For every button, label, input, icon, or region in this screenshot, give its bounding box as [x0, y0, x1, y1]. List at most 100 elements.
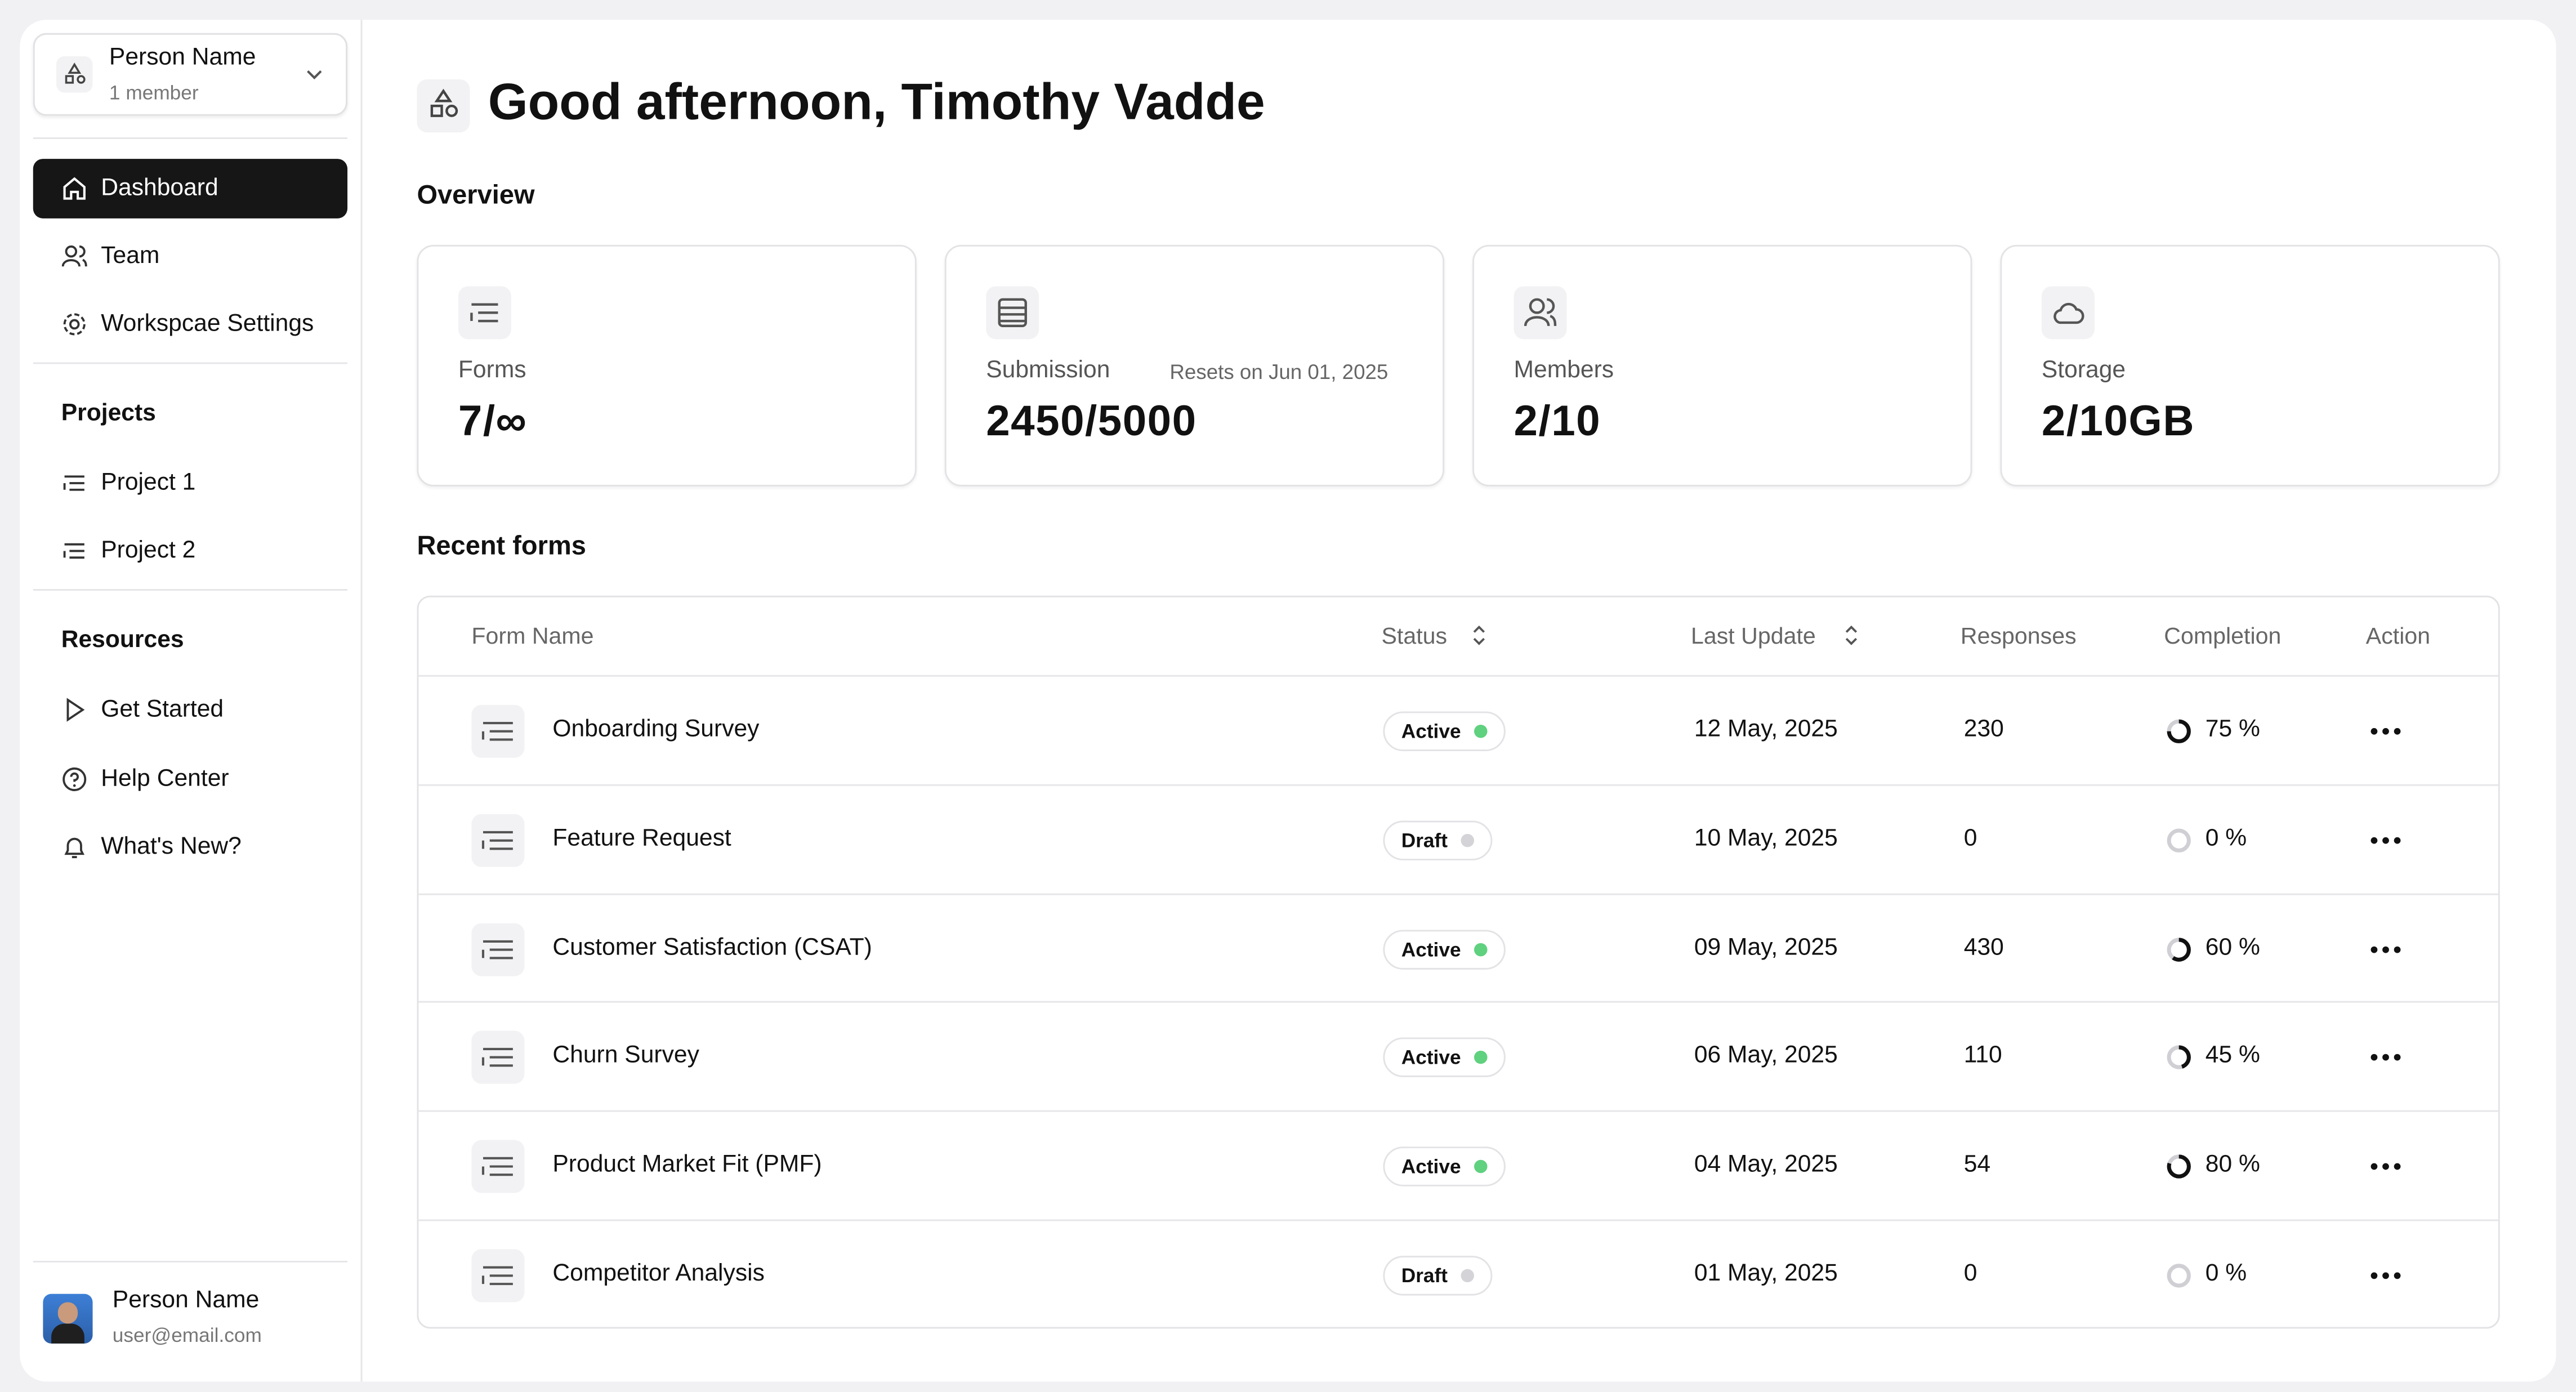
nav-label: Team — [101, 243, 160, 270]
nav-item[interactable]: Dashboard — [33, 159, 348, 218]
dot — [2370, 1163, 2378, 1170]
stat-card: Storage 2/10GB — [2000, 244, 2500, 487]
nav-item[interactable]: Workspcae Settings — [33, 295, 347, 354]
last-update: 10 May, 2025 — [1694, 825, 1838, 852]
nav-item[interactable]: Team — [33, 227, 347, 287]
status-badge: Active — [1383, 1146, 1506, 1187]
ring-progress — [2167, 719, 2191, 743]
sort-icon[interactable] — [1843, 624, 1859, 647]
resource-item[interactable]: Help Center — [33, 749, 347, 809]
more-actions[interactable] — [2369, 1162, 2403, 1172]
ring-progress — [2167, 936, 2191, 961]
avatar-body — [51, 1323, 84, 1344]
dot — [2382, 728, 2389, 735]
responses: 0 — [1963, 825, 1977, 852]
list-glyph — [481, 1157, 513, 1176]
card-note: Resets on Jun 01, 2025 — [1169, 360, 1389, 384]
resource-item[interactable]: What's New? — [33, 818, 347, 877]
more-actions[interactable] — [2369, 944, 2403, 954]
card-icon — [2041, 286, 2095, 340]
card-value: 2/10 — [1514, 395, 1601, 445]
status-label: Draft — [1401, 1264, 1448, 1287]
dot — [2370, 945, 2378, 952]
status-badge: Active — [1383, 929, 1506, 969]
status-label: Active — [1401, 937, 1461, 961]
column-header: Completion — [2164, 622, 2282, 649]
workspace-icon — [56, 56, 93, 93]
completion-ring — [2167, 719, 2191, 743]
forms-table — [417, 595, 2500, 1329]
dot — [2382, 1272, 2389, 1279]
dot — [2370, 728, 2378, 735]
more-actions[interactable] — [2369, 835, 2403, 845]
status-label: Draft — [1401, 828, 1448, 852]
column-header[interactable]: Status — [1381, 622, 1448, 649]
list-icon — [481, 721, 513, 741]
last-update: 06 May, 2025 — [1694, 1043, 1838, 1070]
workspace-icon-glyph — [65, 63, 86, 84]
list-icon — [481, 1048, 513, 1068]
list-icon — [470, 303, 498, 323]
home-icon — [63, 177, 86, 200]
completion-label: 80 % — [2205, 1152, 2260, 1179]
row-divider — [418, 1219, 2498, 1221]
dot — [2394, 1054, 2401, 1061]
last-update: 09 May, 2025 — [1694, 934, 1838, 961]
card-label: Storage — [2041, 357, 2126, 384]
form-icon — [471, 1140, 525, 1193]
project-label: Project 2 — [101, 537, 196, 564]
last-update: 04 May, 2025 — [1694, 1152, 1838, 1179]
doc-icon — [998, 298, 1027, 328]
dot — [2370, 1054, 2378, 1061]
status-badge: Active — [1383, 711, 1506, 751]
cloud-icon — [2053, 302, 2084, 324]
project-item[interactable]: Project 2 — [33, 521, 347, 581]
completion-label: 45 % — [2205, 1043, 2260, 1070]
form-icon — [471, 1249, 525, 1302]
list-icon — [481, 830, 513, 850]
workspace-switcher[interactable]: Person Name 1 member — [33, 33, 348, 116]
form-name[interactable]: Feature Request — [552, 825, 731, 852]
form-name[interactable]: Competitor Analysis — [552, 1260, 765, 1287]
status-dot — [1461, 833, 1475, 847]
resource-label: Help Center — [101, 766, 229, 793]
column-header: Responses — [1960, 622, 2077, 649]
column-header[interactable]: Last Update — [1690, 622, 1816, 649]
chevron-icon — [307, 70, 322, 80]
resource-item[interactable]: Get Started — [33, 680, 347, 740]
responses: 0 — [1963, 1260, 1977, 1287]
card-value: 2450/5000 — [986, 395, 1197, 445]
stat-card: Members 2/10 — [1472, 244, 1972, 487]
status-label: Active — [1401, 1155, 1461, 1179]
more-actions[interactable] — [2369, 1270, 2403, 1281]
form-name[interactable]: Customer Satisfaction (CSAT) — [552, 934, 872, 961]
form-name[interactable]: Product Market Fit (PMF) — [552, 1152, 822, 1179]
form-icon — [471, 704, 525, 758]
form-name[interactable]: Churn Survey — [552, 1043, 699, 1070]
row-divider — [418, 784, 2498, 786]
status-dot — [1474, 724, 1488, 738]
stat-card: Forms 7/∞ — [417, 244, 917, 487]
dot — [2370, 836, 2378, 844]
last-update: 01 May, 2025 — [1694, 1260, 1838, 1287]
project-label: Project 1 — [101, 470, 196, 497]
user-email: user@email.com — [112, 1323, 262, 1347]
form-name[interactable]: Onboarding Survey — [552, 716, 760, 743]
more-actions[interactable] — [2369, 726, 2403, 737]
card-value: 2/10GB — [2041, 395, 2195, 445]
completion-ring — [2167, 1263, 2191, 1288]
page-title: Good afternoon, Timothy Vadde — [488, 73, 1265, 131]
completion-label: 0 % — [2205, 825, 2247, 852]
column-header: Action — [2365, 622, 2431, 649]
workspace-members: 1 member — [109, 81, 199, 105]
list-icon — [63, 543, 84, 559]
dot — [2394, 1272, 2401, 1279]
card-icon — [1514, 286, 1567, 340]
project-item[interactable]: Project 1 — [33, 453, 347, 513]
more-actions[interactable] — [2369, 1053, 2403, 1063]
completion-ring — [2167, 1154, 2191, 1179]
sort-icon[interactable] — [1471, 624, 1487, 647]
status-badge: Draft — [1383, 820, 1493, 860]
